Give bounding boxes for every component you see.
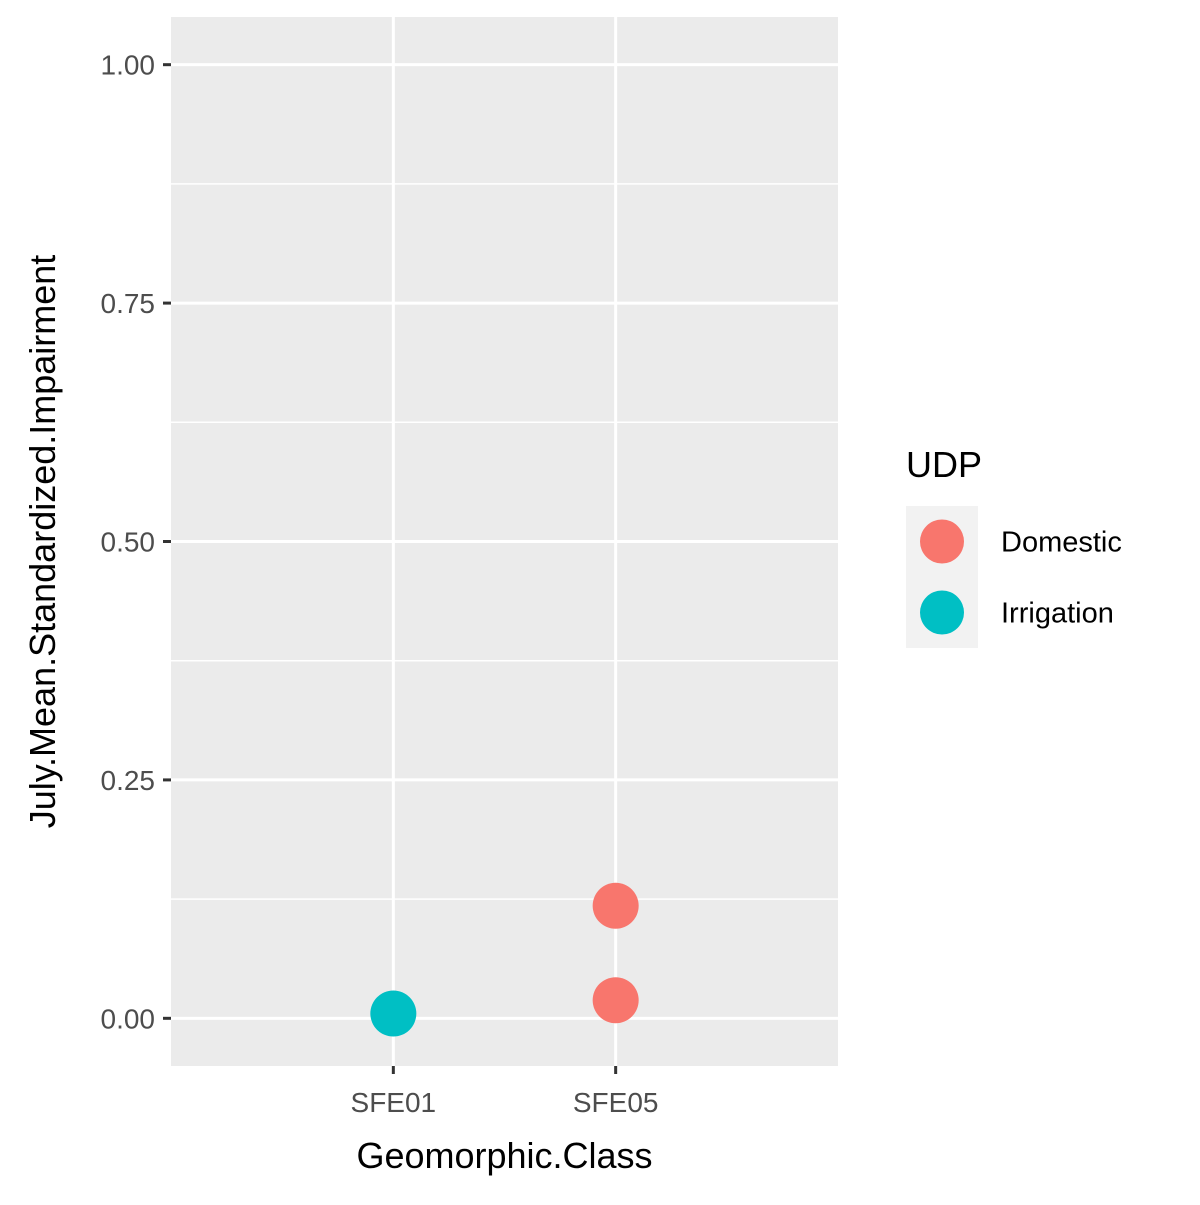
data-point [592, 882, 639, 929]
points-layer [370, 882, 639, 1037]
legend-label: Domestic [1001, 527, 1122, 559]
legend-entries: Domestic Irrigation [920, 519, 1122, 635]
y-axis-title: July.Mean.Standardized.Impairment [22, 255, 63, 829]
legend-key [920, 519, 964, 564]
y-tick-label: 0.00 [101, 1003, 156, 1034]
legend-label: Irrigation [1001, 598, 1114, 630]
legend: UDP Domestic Irrigation [906, 444, 1122, 648]
y-tick-label: 1.00 [101, 50, 156, 81]
y-tick-label: 0.75 [101, 288, 156, 319]
data-point [370, 990, 417, 1037]
axis-layer: 0.00 0.25 0.50 0.75 1.00 SFE01 SFE05 [101, 50, 659, 1118]
y-tick-label: 0.25 [101, 765, 156, 796]
legend-key [920, 590, 964, 635]
x-axis-title: Geomorphic.Class [356, 1135, 652, 1176]
y-tick-label: 0.50 [101, 527, 156, 558]
x-tick-label: SFE05 [573, 1087, 659, 1118]
x-tick-label: SFE01 [351, 1087, 437, 1118]
legend-title: UDP [906, 444, 982, 485]
data-point [592, 977, 639, 1024]
